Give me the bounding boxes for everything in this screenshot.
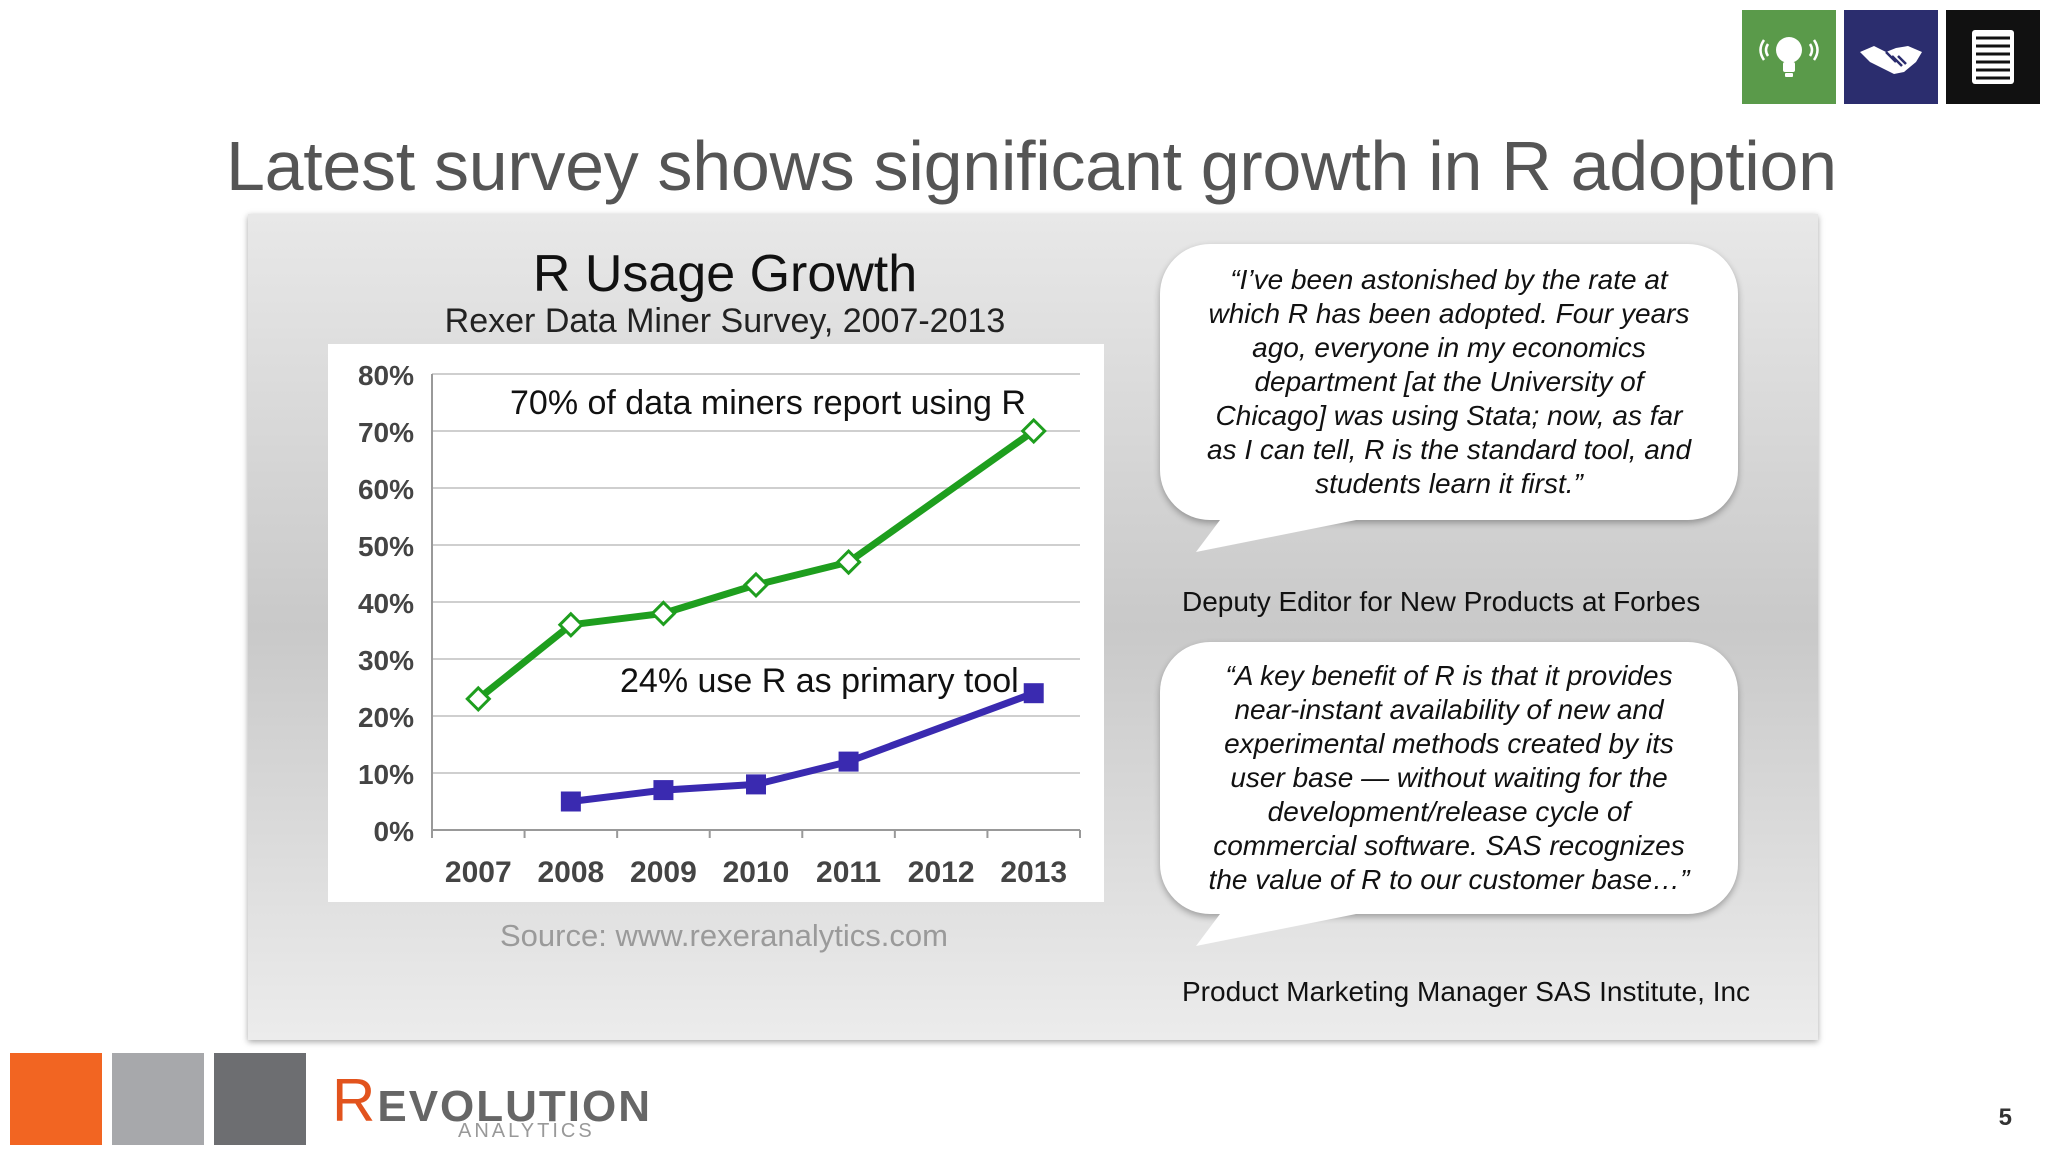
logo-subtext: ANALYTICS [458,1120,595,1142]
y-tick-label: 20% [358,702,414,733]
footer-square-orange [10,1053,102,1145]
chart-subtitle: Rexer Data Miner Survey, 2007-2013 [444,302,1006,340]
series-1-point [557,611,584,638]
y-tick-label: 40% [358,588,414,619]
logo-r: R [332,1067,378,1134]
y-tick-label: 50% [358,531,414,562]
series-2-point [746,774,766,795]
series-2-point [560,791,581,812]
quote-text-2: “A key benefit of R is that it provides … [1208,660,1690,895]
quote-text-1: “I’ve been astonished by the rate at whi… [1206,264,1692,499]
revolution-analytics-logo: REVOLUTION ANALYTICS [332,1066,653,1142]
quote-bubble-tail-2 [1196,906,1396,946]
quote-attribution-2: Product Marketing Manager SAS Institute,… [1182,976,1751,1007]
series-2-point [1023,683,1044,704]
x-tick-label: 2008 [537,856,604,889]
series-2-point [653,780,674,801]
chart-plot-area: 0% 10% 20% 30% 40% 50% 60% 70% 80% 2007 2008 2009 20… [328,344,1104,902]
x-tick-label: 2011 [816,856,881,889]
series-line-1 [476,428,1036,702]
lightbulb-icon [1742,10,1836,104]
handshake-icon [1844,10,1938,104]
top-icon-bar [1742,10,2040,104]
x-tick-label: 2009 [630,856,697,889]
series-line-2 [570,689,1035,805]
series-1-point [1020,417,1047,445]
series-1-point [835,548,862,576]
series-1-point [742,571,770,599]
x-tick-label: 2010 [723,856,790,889]
footer-color-squares [10,1053,306,1145]
y-tick-label: 60% [358,474,414,505]
quote-bubble-1: “I’ve been astonished by the rate at whi… [1160,244,1738,520]
quote-attribution-1: Deputy Editor for New Products at Forbes [1182,586,1701,617]
chart-title: R Usage Growth [532,245,918,303]
y-tick-label: 80% [358,360,414,391]
footer-square-dark-gray [214,1053,306,1145]
quote-bubble-2: “A key benefit of R is that it provides … [1160,642,1738,914]
y-tick-label: 0% [374,816,415,847]
annotation-using-r: 70% of data miners report using R [510,384,1026,422]
x-tick-label: 2013 [1000,856,1067,889]
logo-main-text: EVOLUTION [377,1082,653,1131]
document-icon [1946,10,2040,104]
y-tick-label: 70% [358,417,414,448]
r-usage-line-chart: 0% 10% 20% 30% 40% 50% 60% 70% 80% 2007 2008 2009 20… [358,360,1081,889]
annotation-primary-tool: 24% use R as primary tool [620,662,1019,700]
series-1-point [465,685,492,713]
series-2-point [838,751,859,772]
x-tick-label: 2012 [908,856,975,889]
y-tick-label: 30% [358,645,414,676]
page-title: Latest survey shows significant growth i… [226,127,1837,205]
chart-source: Source: www.rexeranalytics.com [500,918,948,953]
footer-square-light-gray [112,1053,204,1145]
x-tick-label: 2007 [445,856,512,889]
quote-bubble-tail-1 [1196,512,1396,552]
y-tick-label: 10% [358,759,414,790]
logo-wordmark: REVOLUTION [332,1067,653,1134]
page-number: 5 [1998,1104,2012,1131]
series-1-point [650,600,677,627]
